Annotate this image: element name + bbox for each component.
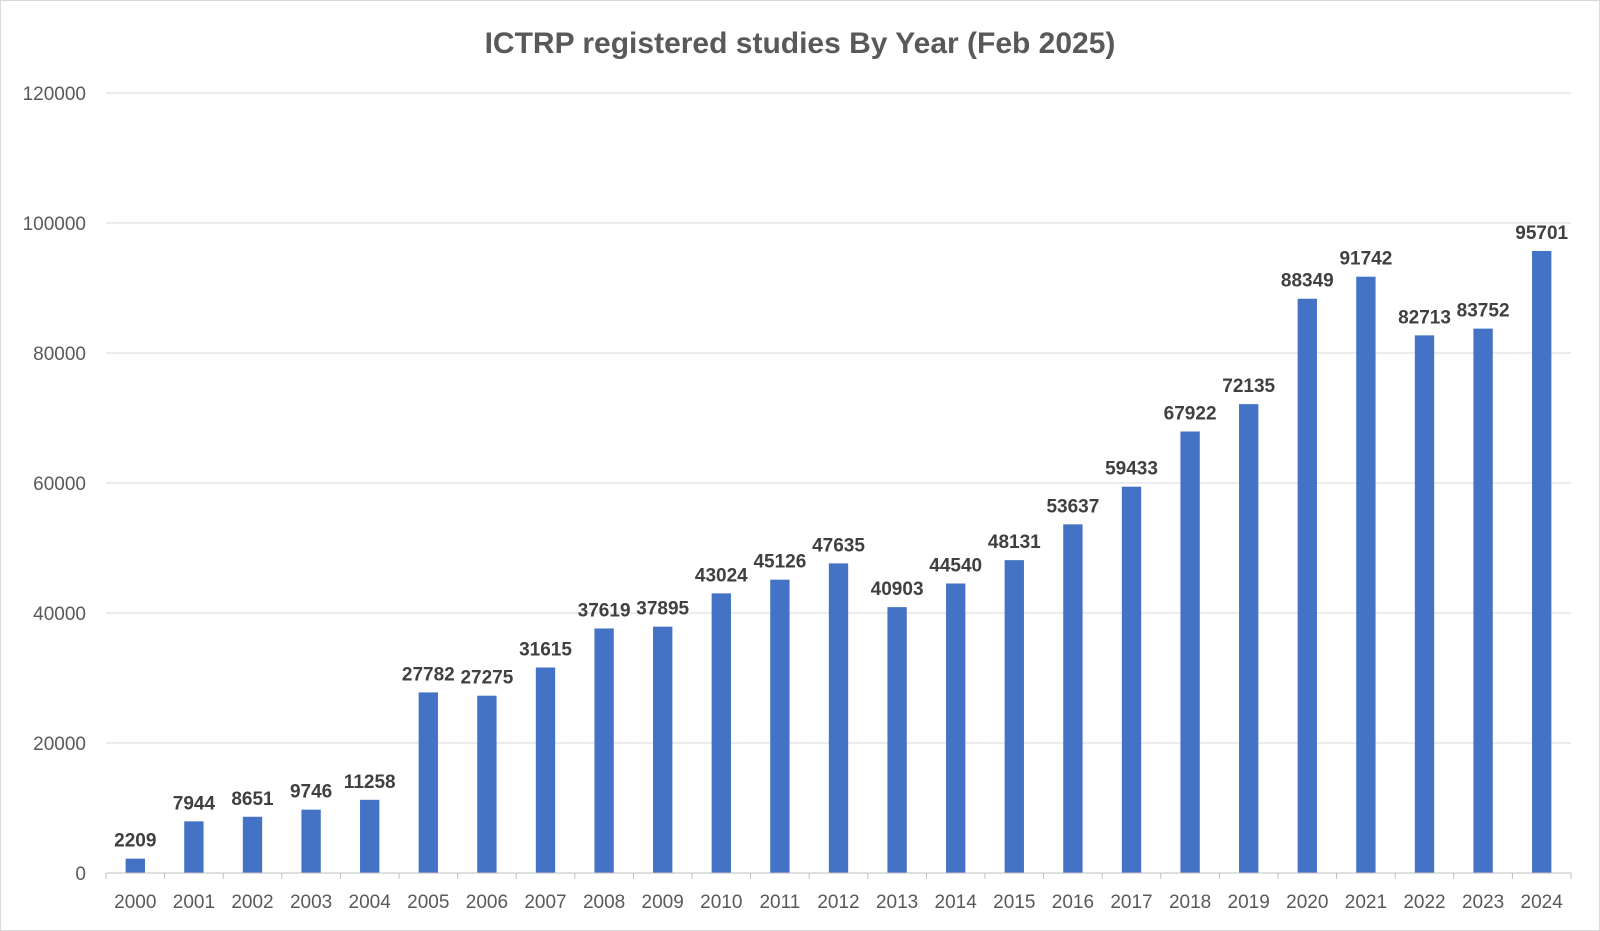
data-label-2020: 88349: [1281, 271, 1334, 292]
x-tick-label-2010: 2010: [700, 892, 742, 913]
x-tick-label-2001: 2001: [173, 892, 215, 913]
data-label-2018: 67922: [1164, 404, 1217, 425]
x-tick-label-2008: 2008: [583, 892, 625, 913]
x-tick-label-2016: 2016: [1052, 892, 1094, 913]
x-tick-label-2012: 2012: [817, 892, 859, 913]
x-tick-label-2003: 2003: [290, 892, 332, 913]
data-label-2019: 72135: [1222, 376, 1275, 397]
x-tick-label-2022: 2022: [1403, 892, 1445, 913]
bar-2001: [184, 821, 204, 873]
data-label-2010: 43024: [695, 565, 748, 586]
bar-2005: [418, 692, 438, 873]
data-label-2017: 59433: [1105, 459, 1158, 480]
bar-2004: [360, 799, 380, 873]
bars: [125, 250, 1552, 874]
chart-title: ICTRP registered studies By Year (Feb 20…: [485, 27, 1116, 60]
y-tick-label: 20000: [33, 734, 86, 755]
bar-2024: [1532, 250, 1552, 874]
data-label-2021: 91742: [1339, 249, 1392, 270]
bar-2007: [535, 667, 556, 873]
data-label-2015: 48131: [988, 532, 1041, 553]
bar-2000: [125, 858, 145, 873]
x-tick-label-2020: 2020: [1286, 892, 1328, 913]
y-tick-label: 40000: [33, 604, 86, 625]
x-tick-label-2024: 2024: [1521, 892, 1564, 913]
data-labels: 2209 7944 8651 9746 11258 27782 27275 31615 3761…: [114, 223, 1568, 852]
x-tick-label-2014: 2014: [935, 892, 978, 913]
x-tick-label-2021: 2021: [1345, 892, 1387, 913]
data-label-2000: 2209: [114, 831, 156, 852]
bar-2018: [1180, 431, 1200, 873]
data-label-2012: 47635: [812, 535, 865, 556]
x-tick-label-2004: 2004: [349, 892, 392, 913]
x-tick-label-2017: 2017: [1110, 892, 1152, 913]
bar-2016: [1063, 524, 1083, 873]
bar-2006: [477, 695, 497, 873]
x-axis-tick-labels: 2000 2001 2002 2003 2004 2005 2006 2007 2008 2009…: [114, 892, 1563, 913]
bar-2012: [828, 563, 849, 873]
x-tick-label-2007: 2007: [524, 892, 566, 913]
data-label-2011: 45126: [753, 552, 806, 573]
data-label-2009: 37895: [636, 599, 689, 620]
data-label-2003: 9746: [290, 782, 332, 803]
x-tick-label-2002: 2002: [231, 892, 273, 913]
bar-2022: [1414, 335, 1435, 874]
x-tick-label-2019: 2019: [1228, 892, 1270, 913]
bar-2017: [1121, 486, 1142, 873]
bar-2020: [1297, 298, 1317, 873]
bar-2019: [1239, 404, 1259, 873]
y-tick-label: 60000: [33, 474, 86, 495]
bar-2010: [711, 593, 731, 873]
data-label-2001: 7944: [173, 793, 216, 814]
x-axis: [105, 872, 1572, 879]
x-tick-label-2011: 2011: [759, 892, 800, 913]
gridlines: [106, 92, 1571, 744]
bar-2003: [301, 809, 321, 873]
y-tick-label: 120000: [23, 84, 86, 105]
bar-2015: [1004, 560, 1024, 873]
y-tick-label: 80000: [33, 344, 86, 365]
data-label-2004: 11258: [344, 772, 396, 793]
bar-2013: [887, 607, 907, 873]
x-tick-label-2000: 2000: [114, 892, 156, 913]
x-tick-label-2006: 2006: [466, 892, 508, 913]
y-axis-tick-labels: 0 20000 40000 60000 80000 100000 120000: [23, 84, 86, 885]
data-label-2006: 27275: [460, 668, 513, 689]
data-label-2005: 27782: [402, 664, 455, 685]
bar-2002: [242, 816, 263, 873]
data-label-2014: 44540: [929, 555, 982, 576]
data-label-2022: 82713: [1398, 307, 1451, 328]
data-label-2024: 95701: [1515, 223, 1568, 244]
x-tick-label-2015: 2015: [993, 892, 1035, 913]
bar-2009: [653, 626, 673, 873]
data-label-2016: 53637: [1046, 496, 1099, 517]
data-label-2002: 8651: [231, 789, 274, 810]
x-tick-label-2009: 2009: [642, 892, 684, 913]
x-tick-label-2018: 2018: [1169, 892, 1211, 913]
bar-2008: [594, 628, 614, 873]
bar-2023: [1473, 328, 1493, 873]
data-label-2008: 37619: [578, 600, 631, 621]
bar-2021: [1356, 276, 1376, 873]
data-label-2013: 40903: [871, 579, 924, 600]
y-tick-label: 100000: [23, 214, 86, 235]
data-label-2007: 31615: [519, 640, 572, 661]
x-tick-label-2005: 2005: [407, 892, 449, 913]
bar-2011: [770, 579, 790, 873]
x-tick-label-2023: 2023: [1462, 892, 1504, 913]
y-tick-label: 0: [75, 864, 86, 885]
data-label-2023: 83752: [1457, 301, 1510, 322]
x-tick-label-2013: 2013: [876, 892, 918, 913]
bar-2014: [946, 583, 966, 873]
